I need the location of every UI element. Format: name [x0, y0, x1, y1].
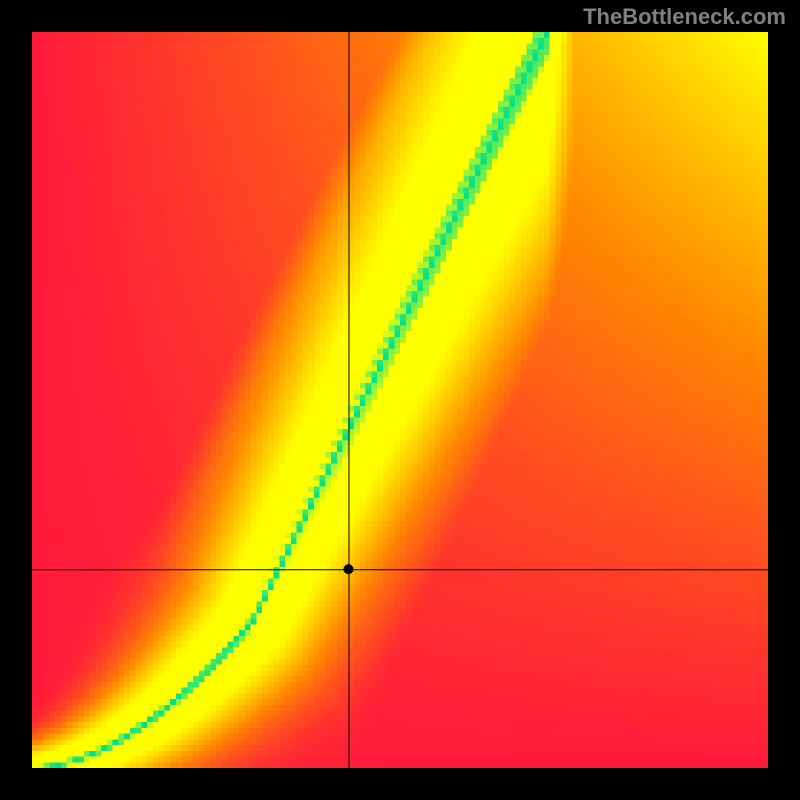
- crosshair-overlay: [0, 0, 800, 800]
- watermark-text: TheBottleneck.com: [583, 4, 786, 30]
